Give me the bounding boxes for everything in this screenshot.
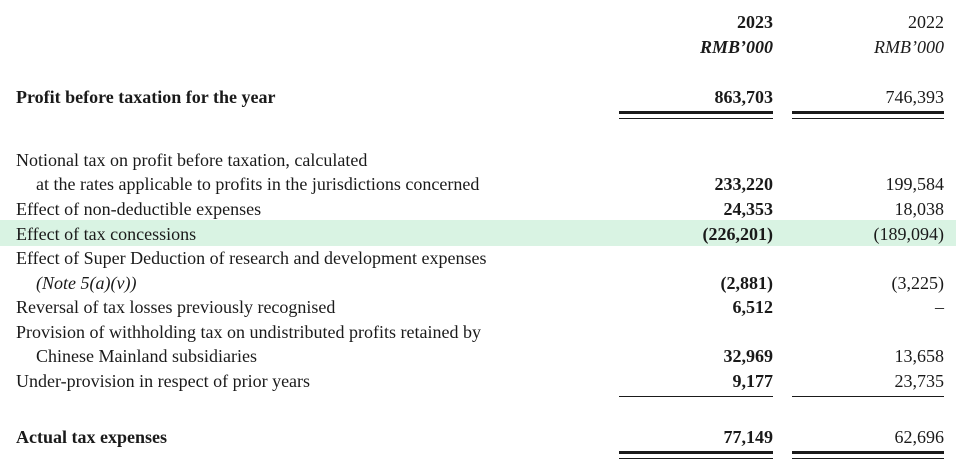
- super-deduction-2023: (2,881): [720, 273, 774, 293]
- actual-tax-2022: 62,696: [894, 427, 945, 447]
- withholding-label-line1: Provision of withholding tax on undistri…: [16, 322, 481, 342]
- tax-concessions-label: Effect of tax concessions: [16, 224, 197, 244]
- column-header-2023-unit: RMB’000: [699, 37, 773, 57]
- super-deduction-2022: (3,225): [891, 273, 945, 293]
- row-highlight: [0, 220, 956, 246]
- total-double-rule-bottom-2022: [792, 458, 944, 459]
- column-header-2022-unit: RMB’000: [874, 37, 944, 57]
- profit-before-tax-2022: 746,393: [885, 87, 945, 107]
- reversal-2023: 6,512: [732, 297, 774, 317]
- actual-tax-2023: 77,149: [723, 427, 774, 447]
- double-rule-top-2023: [619, 111, 773, 114]
- underprovision-label: Under-provision in respect of prior year…: [16, 371, 311, 391]
- column-header-2022-year: 2022: [908, 12, 944, 32]
- underprovision-2023: 9,177: [732, 371, 774, 391]
- super-deduction-label-line1: Effect of Super Deduction of research an…: [16, 248, 487, 268]
- total-double-rule-top-2022: [792, 451, 944, 454]
- underprovision-2022: 23,735: [894, 371, 945, 391]
- withholding-2022: 13,658: [894, 346, 945, 366]
- reversal-2022: –: [935, 297, 944, 317]
- profit-before-tax-2023: 863,703: [714, 87, 774, 107]
- actual-tax-label: Actual tax expenses: [16, 427, 167, 447]
- subtotal-rule-2022: [792, 396, 944, 397]
- total-double-rule-bottom-2023: [619, 458, 773, 459]
- notional-tax-label-line1: Notional tax on profit before taxation, …: [16, 150, 368, 170]
- super-deduction-label-line2: (Note 5(a)(v)): [36, 273, 137, 293]
- double-rule-top-2022: [792, 111, 944, 114]
- notional-tax-2023: 233,220: [714, 174, 774, 194]
- withholding-label-line2: Chinese Mainland subsidiaries: [36, 346, 257, 366]
- double-rule-bottom-2023: [619, 118, 773, 119]
- withholding-2023: 32,969: [723, 346, 774, 366]
- nondeductible-label: Effect of non-deductible expenses: [16, 199, 262, 219]
- tax-concessions-2023: (226,201): [702, 224, 774, 244]
- total-double-rule-top-2023: [619, 451, 773, 454]
- profit-before-tax-label: Profit before taxation for the year: [16, 87, 276, 107]
- double-rule-bottom-2022: [792, 118, 944, 119]
- subtotal-rule-2023: [619, 396, 773, 397]
- tax-concessions-2022: (189,094): [873, 224, 945, 244]
- nondeductible-2023: 24,353: [723, 199, 774, 219]
- column-header-2023-year: 2023: [737, 12, 773, 32]
- reversal-label: Reversal of tax losses previously recogn…: [16, 297, 336, 317]
- notional-tax-2022: 199,584: [885, 174, 945, 194]
- nondeductible-2022: 18,038: [894, 199, 945, 219]
- notional-tax-label-line2: at the rates applicable to profits in th…: [36, 174, 480, 194]
